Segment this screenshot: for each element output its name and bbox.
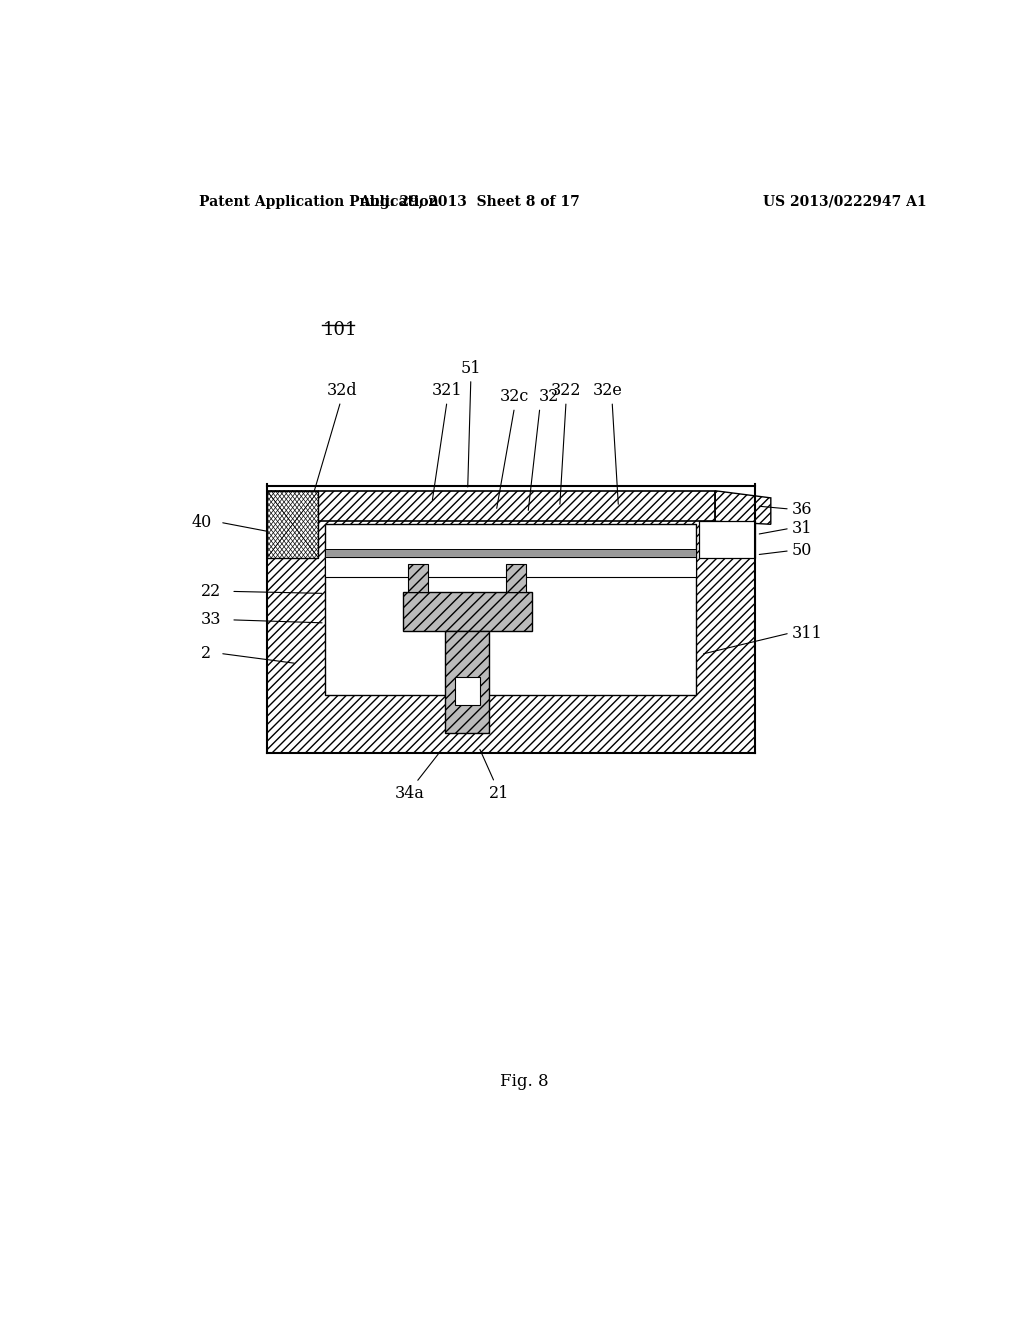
Bar [267,491,318,558]
Text: 311: 311 [792,624,822,642]
Text: 101: 101 [323,321,357,339]
Text: US 2013/0222947 A1: US 2013/0222947 A1 [763,195,927,209]
Text: 322: 322 [551,383,582,399]
Bar [325,557,696,577]
Bar [403,593,531,631]
Bar [506,564,525,593]
Bar [409,564,428,593]
Text: 22: 22 [202,583,221,599]
Polygon shape [715,491,771,524]
Bar [267,491,715,521]
Text: 32d: 32d [327,383,357,399]
Bar [267,515,755,752]
Text: 50: 50 [792,543,812,560]
Bar [445,631,489,733]
Bar [455,677,480,705]
Text: Patent Application Publication: Patent Application Publication [200,195,439,209]
Text: 21: 21 [489,784,510,801]
Text: Aug. 29, 2013  Sheet 8 of 17: Aug. 29, 2013 Sheet 8 of 17 [358,195,580,209]
Text: 36: 36 [792,500,812,517]
Text: Fig. 8: Fig. 8 [501,1073,549,1090]
Text: 31: 31 [792,520,812,537]
Text: 32c: 32c [500,388,529,405]
Text: 40: 40 [191,513,211,531]
Text: 32e: 32e [593,383,623,399]
Text: 51: 51 [461,360,481,378]
Text: 34a: 34a [395,784,425,801]
Text: 33: 33 [201,611,221,628]
Bar [267,515,755,752]
Bar [699,521,755,558]
Text: 321: 321 [432,383,463,399]
Bar [325,549,696,557]
Text: 2: 2 [201,645,211,661]
Bar [325,524,696,696]
Text: 32: 32 [539,388,559,405]
Bar [267,491,715,521]
